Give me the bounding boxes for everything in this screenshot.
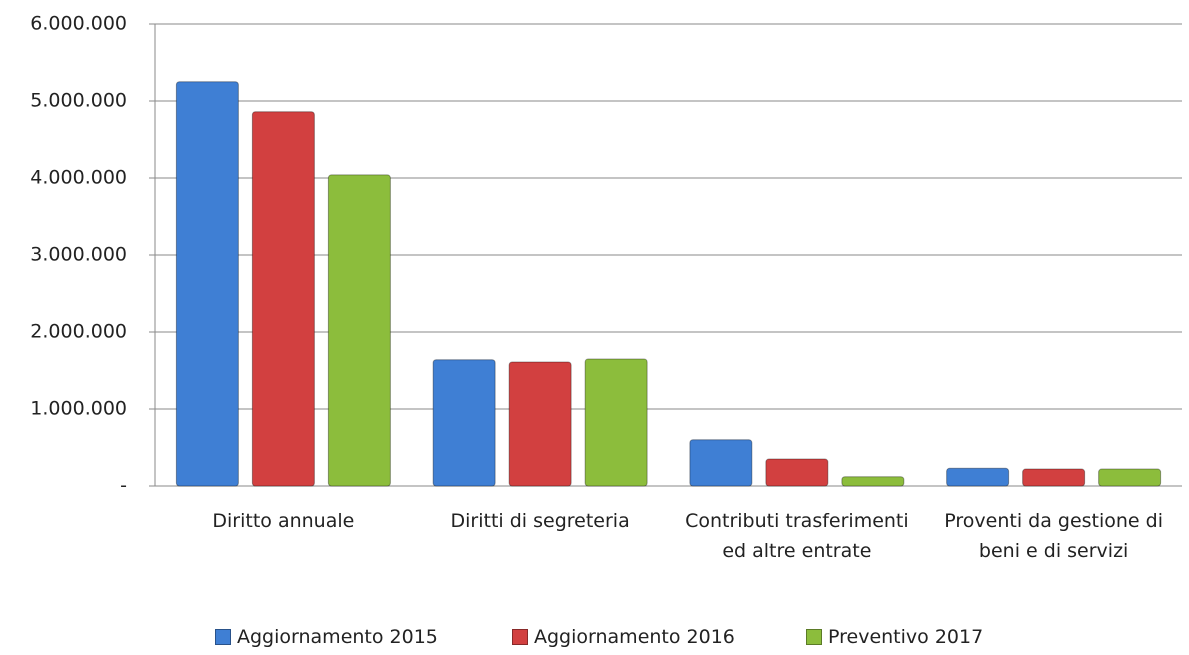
- x-tick-label: Diritto annuale: [212, 510, 355, 532]
- bar: [175, 81, 239, 487]
- bar: [689, 439, 753, 487]
- legend-swatch: [215, 629, 231, 645]
- bar: [327, 174, 391, 487]
- y-tick-label: 5.000.000: [30, 90, 127, 112]
- legend-item: Aggiornamento 2015: [215, 626, 438, 648]
- legend-item: Preventivo 2017: [806, 626, 983, 648]
- bar: [251, 111, 315, 487]
- bar: [508, 361, 572, 487]
- y-tick-label: 1.000.000: [30, 398, 127, 420]
- x-tick-label: Proventi da gestione di beni e di serviz…: [944, 510, 1163, 562]
- legend-label: Preventivo 2017: [828, 626, 984, 648]
- y-tick-label: 3.000.000: [30, 244, 127, 266]
- bar: [1022, 468, 1086, 487]
- x-tick-label: Contributi trasferimenti ed altre entrat…: [685, 510, 909, 562]
- legend-label: Aggiornamento 2015: [237, 626, 438, 648]
- x-tick-label: Diritti di segreteria: [450, 510, 630, 532]
- y-tick-label: -: [120, 475, 127, 497]
- legend-swatch: [806, 629, 822, 645]
- bar: [765, 458, 829, 487]
- bar: [584, 358, 648, 487]
- bar: [841, 476, 905, 487]
- y-tick-label: 4.000.000: [30, 167, 127, 189]
- y-tick-label: 2.000.000: [30, 321, 127, 343]
- legend-swatch: [512, 629, 528, 645]
- bar: [432, 359, 496, 487]
- bar: [1098, 468, 1162, 487]
- y-tick-label: 6.000.000: [30, 13, 127, 35]
- legend-item: Aggiornamento 2016: [512, 626, 735, 648]
- bar: [946, 467, 1010, 487]
- legend-label: Aggiornamento 2016: [534, 626, 735, 648]
